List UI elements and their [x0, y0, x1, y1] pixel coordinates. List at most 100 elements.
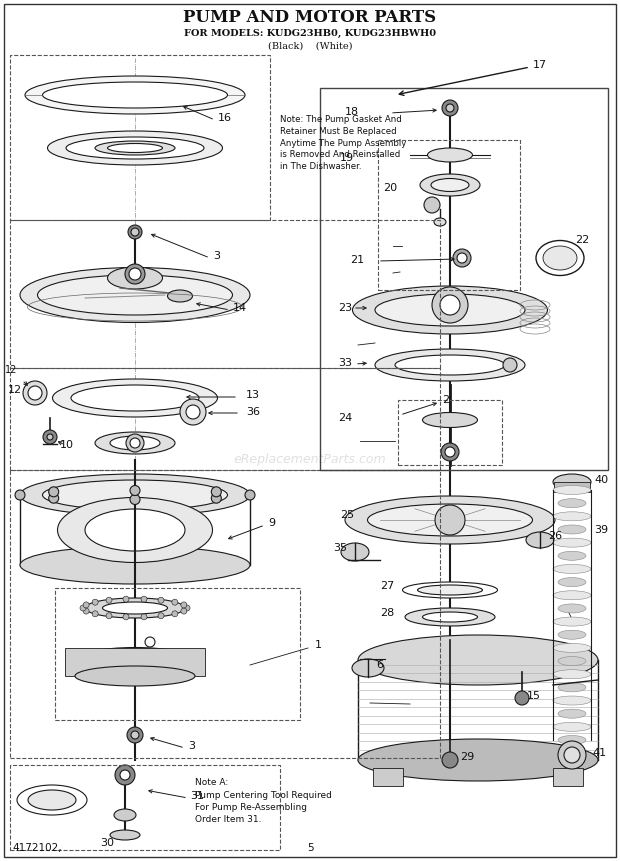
Ellipse shape — [110, 830, 140, 840]
Ellipse shape — [375, 349, 525, 381]
Circle shape — [446, 104, 454, 112]
Bar — [10, 765, 280, 850]
Circle shape — [180, 399, 206, 425]
Circle shape — [83, 602, 89, 608]
Text: 1: 1 — [315, 640, 322, 650]
Circle shape — [49, 493, 59, 503]
Circle shape — [123, 596, 129, 602]
Text: 21: 21 — [350, 255, 364, 265]
Circle shape — [92, 599, 98, 605]
Text: 25: 25 — [340, 510, 354, 520]
Ellipse shape — [368, 504, 533, 536]
Ellipse shape — [553, 474, 591, 490]
Ellipse shape — [66, 137, 204, 159]
Ellipse shape — [95, 432, 175, 454]
Ellipse shape — [345, 496, 555, 544]
Circle shape — [211, 493, 221, 503]
Text: 41: 41 — [592, 748, 606, 758]
Text: 28: 28 — [380, 608, 394, 618]
Ellipse shape — [402, 582, 497, 598]
Ellipse shape — [85, 598, 185, 618]
Text: 40: 40 — [594, 475, 608, 485]
Circle shape — [558, 741, 586, 769]
Ellipse shape — [85, 509, 185, 551]
Bar — [553, 768, 583, 786]
Text: 2: 2 — [442, 395, 449, 405]
Ellipse shape — [558, 578, 586, 586]
Ellipse shape — [20, 474, 250, 516]
Bar — [378, 140, 520, 290]
Ellipse shape — [558, 630, 586, 639]
Circle shape — [564, 747, 580, 763]
Ellipse shape — [553, 617, 591, 626]
Circle shape — [435, 505, 465, 535]
Text: 17: 17 — [533, 60, 547, 70]
Bar — [554, 482, 590, 492]
Ellipse shape — [114, 809, 136, 821]
Circle shape — [49, 486, 59, 497]
Circle shape — [23, 381, 47, 405]
Ellipse shape — [37, 275, 232, 315]
Text: 36: 36 — [246, 407, 260, 417]
Ellipse shape — [553, 670, 591, 678]
Ellipse shape — [417, 585, 482, 595]
Circle shape — [245, 490, 255, 500]
Text: 26: 26 — [548, 531, 562, 541]
Ellipse shape — [375, 294, 525, 326]
Circle shape — [442, 752, 458, 768]
Bar — [373, 768, 403, 786]
Bar — [10, 220, 440, 368]
Text: 33: 33 — [338, 358, 352, 368]
Circle shape — [158, 613, 164, 619]
Ellipse shape — [110, 436, 160, 450]
Ellipse shape — [431, 178, 469, 191]
Text: Note: The Pump Gasket And
Retainer Must Be Replaced
Anytime The Pump Assembly
is: Note: The Pump Gasket And Retainer Must … — [280, 115, 406, 171]
Text: 6: 6 — [376, 660, 383, 670]
Circle shape — [145, 637, 155, 647]
Circle shape — [126, 434, 144, 452]
Circle shape — [115, 765, 135, 785]
Ellipse shape — [553, 511, 591, 521]
Circle shape — [120, 770, 130, 780]
Circle shape — [181, 602, 187, 608]
Ellipse shape — [553, 538, 591, 547]
Ellipse shape — [558, 709, 586, 718]
Ellipse shape — [420, 174, 480, 196]
Text: 3: 3 — [188, 741, 195, 751]
Bar — [320, 88, 608, 470]
Text: 23: 23 — [338, 303, 352, 313]
Text: 5: 5 — [307, 843, 313, 853]
Circle shape — [432, 287, 468, 323]
Ellipse shape — [17, 785, 87, 815]
Ellipse shape — [107, 267, 162, 289]
Circle shape — [130, 494, 140, 505]
Bar — [10, 470, 440, 758]
Ellipse shape — [558, 551, 586, 561]
Ellipse shape — [558, 604, 586, 613]
Circle shape — [141, 614, 147, 620]
Circle shape — [172, 610, 178, 616]
Circle shape — [92, 610, 98, 616]
Bar — [10, 55, 270, 220]
Circle shape — [158, 598, 164, 604]
Ellipse shape — [395, 355, 505, 375]
Circle shape — [47, 434, 53, 440]
Ellipse shape — [107, 144, 162, 152]
Ellipse shape — [434, 218, 446, 226]
Text: 22: 22 — [575, 235, 589, 245]
Ellipse shape — [43, 82, 228, 108]
Text: 14: 14 — [233, 303, 247, 313]
Text: 16: 16 — [218, 113, 232, 123]
Ellipse shape — [352, 659, 384, 677]
Ellipse shape — [526, 532, 554, 548]
Ellipse shape — [353, 286, 547, 334]
Bar — [65, 648, 205, 676]
Text: 10: 10 — [60, 440, 74, 450]
Text: PUMP AND MOTOR PARTS: PUMP AND MOTOR PARTS — [184, 9, 436, 27]
Text: Note A:
Pump Centering Tool Required
For Pump Re-Assembling
Order Item 31.: Note A: Pump Centering Tool Required For… — [195, 778, 332, 825]
Ellipse shape — [553, 565, 591, 573]
Ellipse shape — [543, 246, 577, 270]
Circle shape — [186, 405, 200, 419]
Text: 24: 24 — [338, 413, 352, 423]
Ellipse shape — [167, 290, 192, 302]
